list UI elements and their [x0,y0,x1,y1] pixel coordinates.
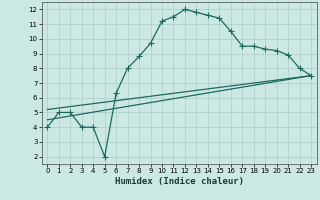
X-axis label: Humidex (Indice chaleur): Humidex (Indice chaleur) [115,177,244,186]
